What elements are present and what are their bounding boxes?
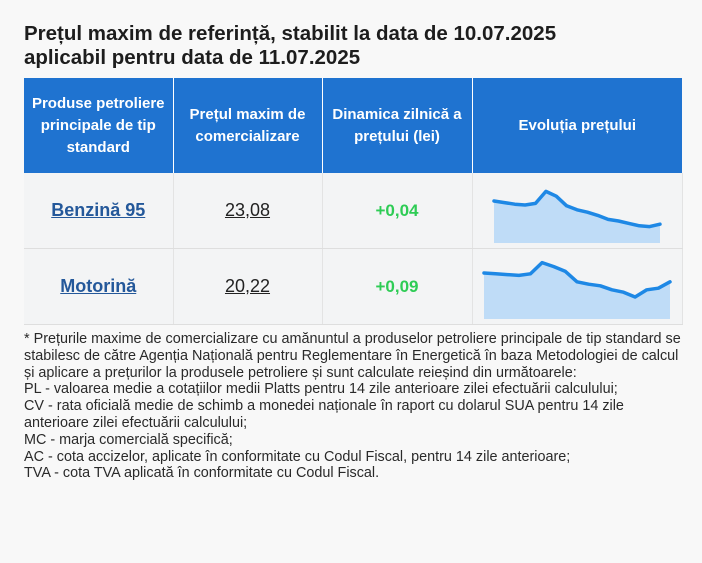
- product-link-motorina[interactable]: Motorină: [60, 276, 137, 296]
- price-table: Produse petroliere principale de tip sta…: [24, 78, 683, 325]
- sparkline-area: [494, 190, 660, 243]
- header-price-evolution: Evoluția prețului: [472, 78, 682, 173]
- title-line-1: Prețul maxim de referință, stabilit la d…: [24, 22, 557, 45]
- footnote-cv: CV - rata oficială medie de schimb a mon…: [24, 398, 624, 431]
- price-value[interactable]: 20,22: [224, 276, 271, 296]
- footnotes: * Prețurile maxime de comercializare cu …: [24, 331, 682, 482]
- sparkline-line: [482, 260, 672, 299]
- table-header-row: Produse petroliere principale de tip sta…: [24, 78, 682, 173]
- product-link-benzina[interactable]: Benzină 95: [51, 200, 146, 220]
- table-row: Motorină 20,22 +0,09: [24, 248, 683, 325]
- footnote-pl: PL - valoarea medie a cotațiilor medii P…: [24, 381, 618, 398]
- daily-change-value: +0,04: [375, 201, 419, 220]
- footnote-ac: AC - cota accizelor, aplicate în conform…: [24, 448, 571, 465]
- table-row: Benzină 95 23,08 +0,04: [24, 173, 683, 249]
- daily-change-value: +0,09: [375, 277, 419, 296]
- header-daily-change: Dinamica zilnică a prețului (lei): [322, 78, 473, 173]
- footnote-tva: TVA - cota TVA aplicată în conformitate …: [24, 465, 380, 482]
- header-products: Produse petroliere principale de tip sta…: [24, 78, 174, 173]
- header-max-price: Prețul maxim de comercializare: [173, 78, 323, 173]
- footnote-mc: MC - marja comercială specifică;: [24, 431, 233, 448]
- price-value[interactable]: 23,08: [224, 200, 271, 220]
- page-title: Prețul maxim de referință, stabilit la d…: [24, 22, 682, 70]
- title-line-2: aplicabil pentru data de 11.07.2025: [24, 46, 361, 69]
- price-trend-sparkline: [492, 189, 662, 243]
- price-widget: Prețul maxim de referință, stabilit la d…: [24, 22, 683, 482]
- footnote-intro: * Prețurile maxime de comercializare cu …: [24, 331, 681, 381]
- sparkline-area: [484, 262, 670, 319]
- price-trend-sparkline: [482, 260, 672, 319]
- sparkline-line: [492, 189, 662, 228]
